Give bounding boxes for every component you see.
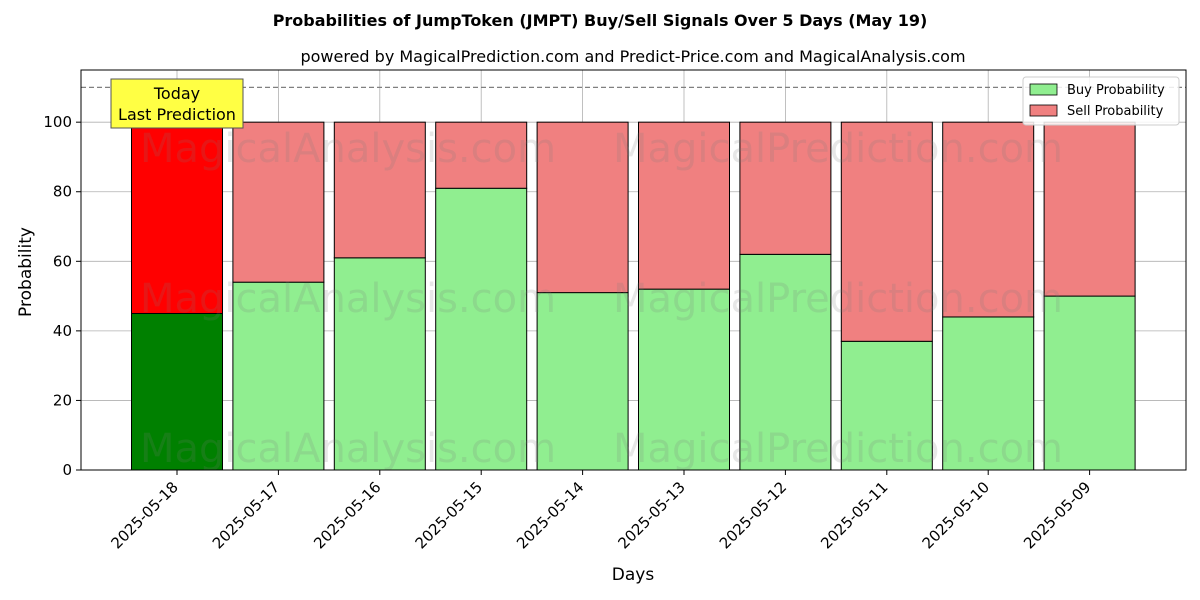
annotation-box <box>110 78 244 129</box>
bar-layer <box>131 121 1136 471</box>
plot-frame <box>80 69 1187 471</box>
x-tick-label: 2025-05-16 <box>310 478 384 552</box>
buy-bar <box>333 257 426 471</box>
sell-bar <box>333 121 426 259</box>
buy-bar <box>739 253 832 471</box>
y-tick-label: 0 <box>62 461 72 479</box>
sell-bar <box>435 121 528 189</box>
watermark-layer: MagicalAnalysis.com MagicalPrediction.com… <box>140 126 1063 472</box>
buy-bar <box>131 312 223 471</box>
watermark-text: MagicalPrediction.com <box>613 426 1063 472</box>
legend-box <box>1022 76 1180 126</box>
x-tick-label: 2025-05-12 <box>716 478 790 552</box>
annotation-layer: Today Last Prediction <box>110 78 244 129</box>
y-axis-title: Probability <box>16 227 36 317</box>
watermark-text: MagicalPrediction.com <box>613 126 1063 172</box>
sell-bar <box>1043 121 1136 297</box>
sell-bar <box>942 121 1035 318</box>
x-tick-label: 2025-05-18 <box>107 478 181 552</box>
sell-bar <box>232 121 325 283</box>
sell-bar <box>840 121 933 342</box>
legend-label: Buy Probability <box>1067 83 1165 98</box>
legend: Buy Probability Sell Probability <box>1022 76 1180 126</box>
legend-swatch <box>1029 83 1058 96</box>
buy-bar <box>638 288 730 471</box>
annotation-line: Today <box>153 84 200 103</box>
sell-bar <box>638 121 730 290</box>
legend-swatch <box>1029 104 1058 117</box>
buy-bar <box>840 340 933 471</box>
x-tick-label: 2025-05-14 <box>513 478 587 552</box>
watermark-text: MagicalAnalysis.com <box>140 426 556 472</box>
y-tick-label: 100 <box>43 113 72 131</box>
buy-bar <box>1043 295 1136 471</box>
chart-subtitle: powered by MagicalPrediction.com and Pre… <box>300 47 965 66</box>
y-tick-label: 80 <box>53 183 72 201</box>
sell-bar <box>131 121 223 314</box>
buy-bar <box>536 292 629 471</box>
x-tick-label: 2025-05-17 <box>209 478 283 552</box>
y-tick-label: 60 <box>53 252 72 270</box>
chart-title: Probabilities of JumpToken (JMPT) Buy/Se… <box>273 11 928 30</box>
sell-bar <box>739 121 832 255</box>
y-tick-label: 20 <box>53 391 72 409</box>
watermark-text: MagicalAnalysis.com <box>140 126 556 172</box>
watermark-text: MagicalPrediction.com <box>613 276 1063 322</box>
legend-label: Sell Probability <box>1067 104 1164 119</box>
y-tick-label: 40 <box>53 322 72 340</box>
x-tick-label: 2025-05-10 <box>919 478 993 552</box>
sell-bar <box>536 121 629 294</box>
x-axis-title: Days <box>612 565 655 585</box>
x-tick-label: 2025-05-15 <box>412 478 486 552</box>
buy-bar <box>942 316 1035 471</box>
x-tick-label: 2025-05-11 <box>817 478 891 552</box>
x-tick-label: 2025-05-13 <box>614 478 688 552</box>
buy-bar <box>435 187 528 471</box>
x-tick-label: 2025-05-09 <box>1020 478 1094 552</box>
annotation-line: Last Prediction <box>118 105 236 124</box>
watermark-text: MagicalAnalysis.com <box>140 276 556 322</box>
